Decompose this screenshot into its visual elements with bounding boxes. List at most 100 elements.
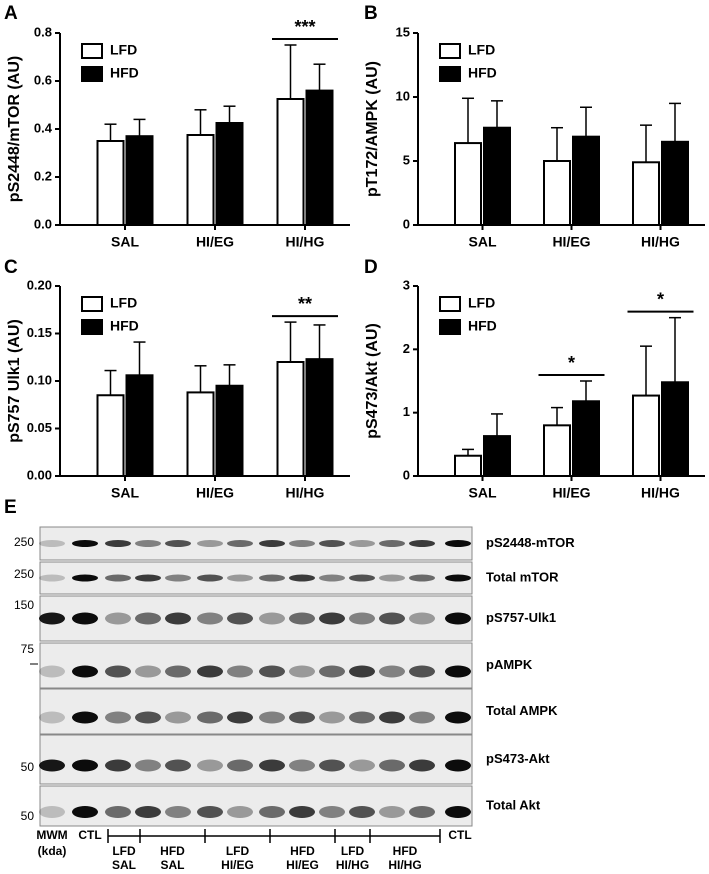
significance-label: * xyxy=(568,353,575,373)
x-tick-label: HI/EG xyxy=(552,234,590,250)
y-tick-label: 15 xyxy=(396,24,410,39)
group-label: SAL xyxy=(112,858,136,872)
blot-band xyxy=(349,665,375,678)
y-tick-label: 2 xyxy=(403,341,410,356)
panel-letter: D xyxy=(364,257,378,278)
x-tick-label: HI/HG xyxy=(286,485,325,501)
bar xyxy=(661,140,689,226)
blot-band xyxy=(445,665,471,678)
blot-band xyxy=(197,711,223,724)
blot-band xyxy=(409,612,435,625)
y-tick-label: 1 xyxy=(403,404,410,419)
blot-band xyxy=(445,711,471,724)
blot-band xyxy=(259,711,285,724)
panel-letter: A xyxy=(4,3,18,24)
bar xyxy=(276,361,305,477)
blot-band xyxy=(319,665,345,678)
blot-band xyxy=(349,540,375,547)
blot-band xyxy=(105,665,131,678)
blot-band xyxy=(289,759,315,772)
blot-band xyxy=(135,540,161,547)
blot-band xyxy=(72,574,98,582)
blot-band xyxy=(72,806,98,818)
blot-row-label: pAMPK xyxy=(486,657,533,672)
panel-letter: C xyxy=(4,257,18,278)
bar xyxy=(186,134,215,226)
blot-band xyxy=(165,574,191,582)
x-tick-label: HI/EG xyxy=(196,234,234,250)
x-tick-label: HI/HG xyxy=(286,234,325,250)
x-tick-label: HI/EG xyxy=(552,485,590,501)
bar xyxy=(125,135,154,226)
group-label: LFD xyxy=(112,844,136,858)
blot-band xyxy=(379,759,405,772)
significance-label: * xyxy=(657,289,664,309)
blot-band xyxy=(259,806,285,818)
legend-swatch xyxy=(81,319,103,335)
blot-band xyxy=(289,540,315,547)
blot-band xyxy=(319,612,345,625)
blot-band xyxy=(197,759,223,772)
y-axis-label: pS2448/mTOR (AU) xyxy=(6,56,23,202)
blot-band xyxy=(379,612,405,625)
blot-band xyxy=(445,759,471,772)
blot-band xyxy=(349,759,375,772)
blot-band xyxy=(349,711,375,724)
blot-band xyxy=(289,806,315,818)
blot-band xyxy=(409,665,435,678)
bar xyxy=(543,424,571,478)
blot-band xyxy=(72,540,98,547)
bar xyxy=(661,381,689,477)
legend-swatch xyxy=(439,319,461,335)
blot-band xyxy=(349,574,375,582)
x-tick-label: SAL xyxy=(469,234,497,250)
blot-band xyxy=(39,540,65,547)
y-axis-label: pT172/AMPK (AU) xyxy=(364,61,381,197)
blot-band xyxy=(379,540,405,547)
blot-band xyxy=(379,806,405,818)
bar xyxy=(96,140,125,226)
blot-row-label: pS757-Ulk1 xyxy=(486,610,556,625)
blot-band xyxy=(319,759,345,772)
blot-band xyxy=(379,711,405,724)
bar xyxy=(572,135,600,226)
blot-band xyxy=(39,759,65,772)
blot-band xyxy=(259,540,285,547)
blot-band xyxy=(289,665,315,678)
mw-marker: 150 xyxy=(14,598,34,612)
blot-band xyxy=(165,540,191,547)
blot-band xyxy=(227,665,253,678)
bar xyxy=(125,374,154,477)
blot-strip xyxy=(39,734,473,785)
blot-band xyxy=(165,806,191,818)
x-tick-label: HI/EG xyxy=(196,485,234,501)
blot-band xyxy=(319,574,345,582)
blot-band xyxy=(445,806,471,818)
group-label: HFD xyxy=(290,844,315,858)
y-tick-label: 0.6 xyxy=(34,72,52,87)
blot-band xyxy=(259,612,285,625)
blot-band xyxy=(135,759,161,772)
blot-band xyxy=(165,759,191,772)
legend-swatch xyxy=(81,296,103,312)
blot-band xyxy=(39,711,65,724)
y-tick-label: 0.4 xyxy=(34,120,53,135)
blot-band xyxy=(289,612,315,625)
legend-swatch xyxy=(439,66,461,82)
blot-band xyxy=(319,540,345,547)
bar xyxy=(572,400,600,477)
bar xyxy=(632,161,660,226)
blot-band xyxy=(445,574,471,582)
legend-label: LFD xyxy=(468,42,495,58)
bar xyxy=(454,454,482,478)
blot-band xyxy=(135,665,161,678)
y-tick-label: 5 xyxy=(403,152,410,167)
legend-label: LFD xyxy=(110,295,137,311)
blot-strip xyxy=(39,642,473,689)
blot-band xyxy=(349,806,375,818)
x-tick-label: SAL xyxy=(111,234,139,250)
blot-band xyxy=(289,711,315,724)
blot-band xyxy=(227,540,253,547)
blot-band xyxy=(72,612,98,625)
blot-strip xyxy=(39,595,473,642)
